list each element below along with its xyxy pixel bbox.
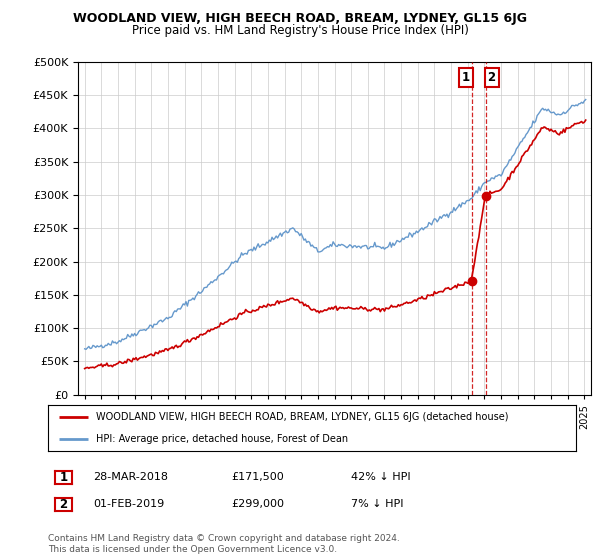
Text: 2: 2	[488, 71, 496, 84]
Text: £171,500: £171,500	[231, 472, 284, 482]
Text: WOODLAND VIEW, HIGH BEECH ROAD, BREAM, LYDNEY, GL15 6JG (detached house): WOODLAND VIEW, HIGH BEECH ROAD, BREAM, L…	[95, 412, 508, 422]
Text: WOODLAND VIEW, HIGH BEECH ROAD, BREAM, LYDNEY, GL15 6JG: WOODLAND VIEW, HIGH BEECH ROAD, BREAM, L…	[73, 12, 527, 25]
Text: 01-FEB-2019: 01-FEB-2019	[93, 499, 164, 509]
Text: Price paid vs. HM Land Registry's House Price Index (HPI): Price paid vs. HM Land Registry's House …	[131, 24, 469, 37]
Text: 1: 1	[461, 71, 470, 84]
Text: 1: 1	[59, 471, 68, 484]
Text: 7% ↓ HPI: 7% ↓ HPI	[351, 499, 404, 509]
Text: HPI: Average price, detached house, Forest of Dean: HPI: Average price, detached house, Fore…	[95, 434, 347, 444]
Text: Contains HM Land Registry data © Crown copyright and database right 2024.
This d: Contains HM Land Registry data © Crown c…	[48, 534, 400, 554]
Text: 28-MAR-2018: 28-MAR-2018	[93, 472, 168, 482]
Text: 2: 2	[59, 498, 68, 511]
Text: 42% ↓ HPI: 42% ↓ HPI	[351, 472, 410, 482]
Text: £299,000: £299,000	[231, 499, 284, 509]
